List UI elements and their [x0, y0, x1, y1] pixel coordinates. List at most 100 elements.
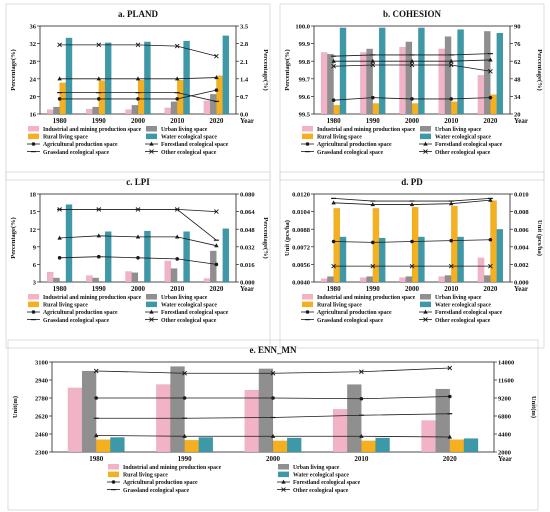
- x-tick-label: 2010: [444, 285, 459, 293]
- bar-water-ecological-space: [418, 236, 425, 283]
- bar-urban-living-space: [483, 31, 491, 115]
- legend-label: Water ecological space: [435, 303, 491, 309]
- legend-label: Forestland ecological space: [435, 310, 503, 316]
- y-right-tick-label: 4400: [498, 432, 511, 439]
- y-left-tick-label: 0.0120: [292, 192, 310, 199]
- line-point: [57, 207, 62, 212]
- line-point: [182, 396, 187, 400]
- legend-swatch: [302, 126, 313, 132]
- bar-industrial-and-mining-production-space: [438, 276, 446, 283]
- legend-marker: [305, 310, 310, 314]
- bar-industrial-and-mining-production-space: [46, 109, 54, 115]
- y-right-tick-label: 3.5: [240, 24, 249, 31]
- legend-marker: [31, 142, 36, 146]
- chart-panel-c: c. LPI 3 6 9 12 15 18 0.000 0.016 0.032 0.048 0.064…: [5, 171, 271, 349]
- bar-urban-living-space: [366, 48, 373, 115]
- bar-rural-living-space: [361, 440, 376, 453]
- bar-urban-living-space: [444, 275, 452, 283]
- bar-urban-living-space: [53, 277, 60, 283]
- line-point: [214, 262, 219, 267]
- bar-rural-living-space: [372, 103, 380, 115]
- line-point: [96, 42, 102, 48]
- chart-panel-d: d. PD 0.0040 0.0056 0.0072 0.0088 0.0104 0.012…: [279, 171, 545, 349]
- y-right-tick-label: 20: [514, 112, 521, 119]
- y-left-tick-label: 99.6: [299, 94, 311, 101]
- bar-rural-living-space: [216, 75, 223, 115]
- bar-industrial-and-mining-production-space: [203, 100, 211, 115]
- legend-label: Industrial and mining production space: [43, 127, 142, 133]
- line-point: [331, 239, 336, 244]
- y-left-tick-label: 0.0056: [292, 262, 311, 269]
- legend-marker: [281, 479, 286, 484]
- line-point: [331, 63, 336, 69]
- panel-frame: [7, 339, 539, 511]
- legend-label: Agricultural production space: [123, 480, 198, 486]
- bar-urban-living-space: [131, 272, 139, 283]
- bar-industrial-and-mining-production-space: [399, 277, 406, 283]
- line-point: [175, 97, 179, 101]
- line-point: [57, 97, 62, 101]
- line-point: [135, 207, 141, 212]
- line-point: [409, 263, 415, 269]
- bar-industrial-and-mining-production-space: [164, 107, 172, 115]
- legend-swatch: [108, 464, 119, 470]
- panel-frame: [279, 171, 545, 349]
- legend-marker: [149, 141, 154, 146]
- legend-label: Grassland ecological space: [43, 318, 109, 324]
- line-point: [371, 240, 375, 245]
- bar-water-ecological-space: [144, 41, 151, 115]
- panel-frame: [5, 171, 271, 349]
- y-right-tick-label: 0.080: [240, 192, 255, 199]
- line-point: [410, 239, 414, 244]
- y-left-tick-label: 3: [33, 280, 37, 287]
- y-right-tick-label: 0.032: [240, 244, 255, 251]
- line-point: [331, 98, 336, 102]
- bar-industrial-and-mining-production-space: [86, 275, 93, 283]
- bar-rural-living-space: [451, 101, 458, 115]
- bar-urban-living-space: [209, 250, 217, 283]
- y-right-tick-label: 2000: [498, 450, 511, 457]
- line-point: [488, 68, 493, 74]
- line-point: [214, 209, 219, 214]
- bar-water-ecological-space: [183, 40, 190, 115]
- legend-swatch: [28, 126, 39, 132]
- bar-water-ecological-space: [183, 231, 190, 283]
- legend-label: Grassland ecological space: [317, 318, 383, 324]
- legend-label: Agricultural production space: [43, 142, 118, 148]
- legend-swatch: [28, 301, 39, 308]
- bar-industrial-and-mining-production-space: [477, 257, 485, 283]
- line-point: [57, 76, 62, 81]
- y-left-tick-label: 99.9: [299, 41, 311, 48]
- legend-label: Urban living space: [293, 465, 340, 471]
- y-left-tick-label: 9: [33, 244, 37, 251]
- legend-label: Water ecological space: [435, 135, 491, 141]
- legend-swatch: [278, 464, 289, 470]
- x-axis-label: Year: [498, 455, 512, 463]
- y-left-tick-label: 2940: [35, 378, 48, 385]
- line-point: [370, 202, 375, 207]
- bar-water-ecological-space: [496, 32, 504, 115]
- bar-water-ecological-space: [286, 437, 302, 453]
- bar-water-ecological-space: [222, 228, 230, 283]
- bar-industrial-and-mining-production-space: [67, 387, 83, 453]
- x-tick-label: 2000: [405, 285, 420, 293]
- legend-label: Water ecological space: [161, 135, 217, 141]
- bar-urban-living-space: [81, 370, 97, 453]
- x-tick-label: 2020: [483, 285, 498, 293]
- y-right-tick-label: 6800: [498, 414, 511, 421]
- line-point: [270, 433, 276, 438]
- panel-frame: [279, 3, 545, 181]
- y-right-axis-label: Unit (pcs/ha): [536, 220, 543, 256]
- line-point: [449, 58, 454, 63]
- legend: Industrial and mining production space Ur…: [27, 294, 229, 324]
- legend-label: Rural living space: [317, 135, 362, 141]
- line-point: [359, 433, 364, 438]
- bar-urban-living-space: [53, 106, 60, 115]
- line-point: [135, 234, 141, 239]
- y-right-tick-label: 11600: [498, 378, 514, 385]
- legend-label: Industrial and mining production space: [43, 295, 142, 301]
- bar-urban-living-space: [483, 275, 491, 283]
- legend-label: Industrial and mining production space: [123, 465, 222, 471]
- y-right-tick-label: 0.0: [240, 112, 248, 119]
